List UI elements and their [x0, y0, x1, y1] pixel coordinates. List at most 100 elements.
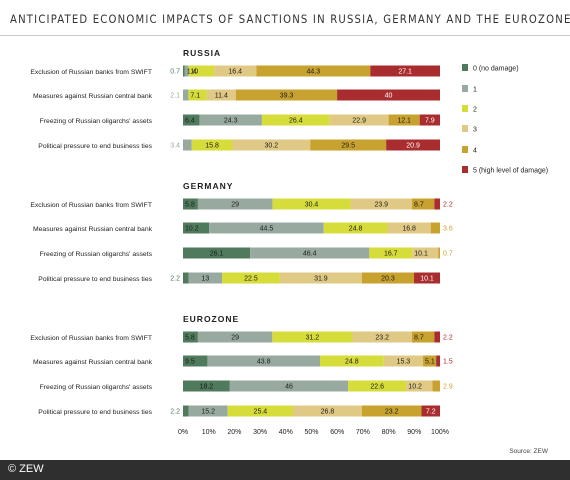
panel-title: GERMANY	[183, 181, 233, 191]
data-label: 18.2	[200, 384, 214, 391]
data-label: 24.8	[345, 359, 359, 366]
bar-segment	[183, 247, 251, 259]
bar-segment	[197, 331, 273, 343]
data-label: 10.1	[420, 276, 434, 283]
data-label: 9.5	[185, 359, 195, 366]
bar-segment	[323, 222, 388, 234]
bar-segment	[272, 198, 351, 210]
copyright-text: © ZEW	[8, 463, 44, 475]
bar-segment	[279, 272, 362, 284]
bar-segment	[293, 405, 362, 417]
data-label: 23.9	[374, 202, 388, 209]
data-label: 16.4	[228, 69, 242, 76]
bar-segment	[183, 380, 230, 392]
data-label: 27.1	[398, 69, 412, 76]
row-label: Freezing of Russian oligarchs' assets	[40, 384, 153, 391]
row-label: Exclusion of Russian banks from SWIFT	[30, 69, 152, 76]
data-label: 22.5	[244, 276, 258, 283]
data-label: 0.7	[170, 69, 180, 76]
data-label: 10.1	[414, 251, 428, 258]
bar-segment	[183, 355, 208, 367]
bar-segment	[183, 331, 198, 343]
data-label: 10	[190, 69, 198, 76]
bar-segment	[369, 247, 413, 259]
row-label: Freezing of Russian oligarchs' assets	[40, 118, 153, 125]
bar-segment	[183, 272, 189, 284]
bar-segment	[436, 355, 441, 367]
data-label: 10.2	[185, 226, 199, 233]
bar-segment	[183, 89, 189, 101]
x-tick-label: 30%	[253, 429, 267, 436]
bar-segment	[199, 114, 262, 126]
bar-segment	[183, 198, 198, 210]
bar-segment	[184, 65, 189, 77]
legend-swatch	[462, 166, 468, 173]
source-note: Source: ZEW	[509, 448, 548, 455]
bar-segment	[421, 405, 440, 417]
legend-label: 0 (no damage)	[473, 66, 519, 73]
bar-segment	[188, 272, 223, 284]
bar-segment	[423, 355, 437, 367]
data-label: 46.4	[303, 251, 317, 258]
bar-segment	[183, 65, 185, 77]
title-divider	[0, 35, 570, 36]
bar-segment	[191, 139, 233, 151]
legend-swatch	[462, 64, 468, 71]
bar-segment	[183, 222, 210, 234]
panel-title: EUROZONE	[183, 314, 239, 324]
bar-segment	[361, 405, 422, 417]
data-label: 29	[231, 202, 239, 209]
data-label: 44.3	[306, 69, 320, 76]
bar-segment	[406, 380, 433, 392]
bar-segment	[350, 198, 412, 210]
x-tick-label: 10%	[202, 429, 216, 436]
bar-segment	[438, 247, 440, 259]
legend-swatch	[462, 125, 468, 132]
row-label: Measures against Russian central bank	[33, 93, 153, 100]
legend-label: 3	[473, 127, 477, 134]
bar-segment	[188, 89, 207, 101]
data-label: 13	[201, 276, 209, 283]
data-label: 39.3	[280, 93, 294, 100]
data-label: 5.8	[185, 202, 195, 209]
data-label: 40	[385, 93, 393, 100]
bar-segment	[319, 355, 384, 367]
legend-label: 2	[473, 107, 477, 114]
data-label: 25.4	[254, 409, 268, 416]
data-label: 30.2	[265, 143, 279, 150]
data-label: 31.2	[306, 335, 320, 342]
data-label: 30.4	[305, 202, 319, 209]
bar-segment	[214, 65, 257, 77]
bar-segment	[183, 114, 200, 126]
data-label: 29.5	[341, 143, 355, 150]
data-label: 12.1	[397, 118, 411, 125]
x-tick-label: 100%	[431, 429, 449, 436]
stacked-bar-chart: RUSSIA Exclusion of Russian banks from SW…	[30, 48, 548, 436]
bar-segment	[256, 65, 371, 77]
data-label: 22.6	[370, 384, 384, 391]
x-tick-label: 90%	[407, 429, 421, 436]
data-label: 8.7	[414, 335, 424, 342]
x-tick-label: 50%	[304, 429, 318, 436]
bar-segment	[250, 247, 370, 259]
data-label: 22.9	[352, 118, 366, 125]
data-label: 20.9	[406, 143, 420, 150]
data-label: 20.3	[381, 276, 395, 283]
data-label: 7.9	[425, 118, 435, 125]
data-label: 5.1	[425, 359, 435, 366]
data-label: 7.1	[190, 93, 200, 100]
bar-segment	[197, 198, 273, 210]
bar-segment	[370, 65, 440, 77]
data-label: 29	[231, 335, 239, 342]
data-label: 2.2	[170, 276, 180, 283]
bar-segment	[261, 114, 330, 126]
bar-segment	[183, 405, 189, 417]
bar-segment	[310, 139, 387, 151]
bar-segment	[206, 89, 236, 101]
bar-segment	[430, 222, 440, 234]
row-label: Exclusion of Russian banks from SWIFT	[30, 335, 152, 342]
data-label: 24.8	[349, 226, 363, 233]
x-tick-label: 60%	[330, 429, 344, 436]
data-label: 23.2	[375, 335, 389, 342]
